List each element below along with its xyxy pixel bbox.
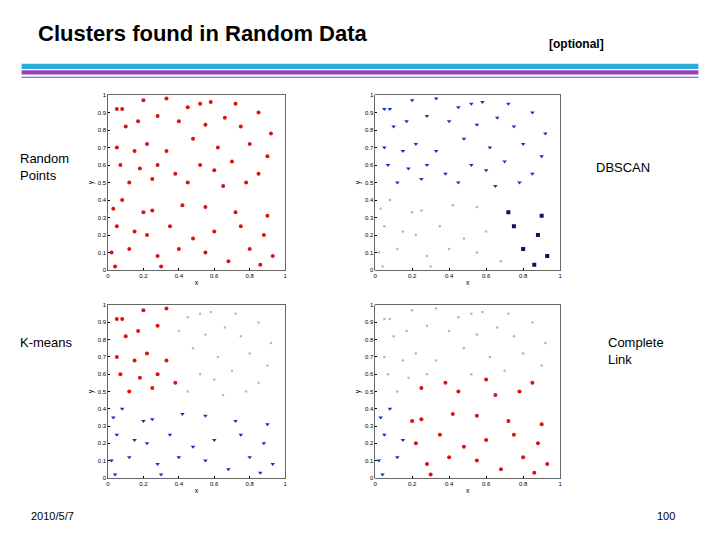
svg-text:0.1: 0.1 (98, 458, 107, 464)
svg-text:0: 0 (370, 267, 374, 273)
svg-text:1: 1 (103, 92, 107, 98)
svg-text:0.6: 0.6 (210, 273, 219, 279)
svg-text:[optional]: [optional] (549, 37, 604, 51)
svg-text:1: 1 (558, 273, 562, 279)
svg-text:0.8: 0.8 (98, 337, 107, 343)
svg-text:0.2: 0.2 (139, 481, 148, 487)
svg-text:RandomPoints: RandomPoints (20, 151, 69, 183)
svg-text:2010/5/7: 2010/5/7 (31, 510, 74, 522)
svg-text:0.3: 0.3 (365, 215, 374, 221)
svg-text:0.1: 0.1 (98, 250, 107, 256)
svg-text:0.2: 0.2 (365, 232, 374, 238)
svg-text:0: 0 (373, 273, 377, 279)
svg-text:1: 1 (103, 302, 107, 308)
svg-text:0.2: 0.2 (98, 232, 107, 238)
svg-text:0.6: 0.6 (210, 481, 219, 487)
svg-text:0.8: 0.8 (246, 273, 255, 279)
svg-text:0.4: 0.4 (98, 406, 107, 412)
svg-text:x: x (195, 487, 199, 494)
svg-text:0.4: 0.4 (445, 481, 454, 487)
svg-text:1: 1 (558, 481, 562, 487)
svg-text:0.6: 0.6 (98, 371, 107, 377)
svg-text:0: 0 (106, 273, 110, 279)
svg-text:0.8: 0.8 (365, 127, 374, 133)
svg-text:0.8: 0.8 (519, 481, 528, 487)
svg-text:0.5: 0.5 (98, 389, 107, 395)
svg-text:1: 1 (370, 302, 374, 308)
svg-text:0.5: 0.5 (365, 389, 374, 395)
svg-text:0.9: 0.9 (365, 319, 374, 325)
svg-text:0.4: 0.4 (445, 273, 454, 279)
svg-text:y: y (354, 180, 362, 184)
svg-text:0.6: 0.6 (365, 371, 374, 377)
svg-text:0.7: 0.7 (98, 354, 107, 360)
svg-text:0.4: 0.4 (365, 197, 374, 203)
svg-text:0.3: 0.3 (365, 423, 374, 429)
svg-text:0.6: 0.6 (482, 273, 491, 279)
svg-text:0.1: 0.1 (365, 250, 374, 256)
svg-text:0: 0 (106, 481, 110, 487)
svg-text:100: 100 (657, 510, 675, 522)
svg-text:0.2: 0.2 (408, 481, 417, 487)
svg-text:0.7: 0.7 (365, 354, 374, 360)
svg-text:y: y (87, 389, 95, 393)
svg-text:x: x (195, 279, 199, 286)
svg-text:0.3: 0.3 (98, 423, 107, 429)
svg-text:0.4: 0.4 (98, 197, 107, 203)
svg-text:0.7: 0.7 (365, 145, 374, 151)
svg-text:x: x (466, 279, 470, 286)
svg-text:1: 1 (370, 92, 374, 98)
svg-text:0.3: 0.3 (98, 215, 107, 221)
svg-text:0.9: 0.9 (365, 110, 374, 116)
svg-text:1: 1 (283, 273, 287, 279)
svg-text:K-means: K-means (20, 335, 73, 350)
svg-text:0.7: 0.7 (98, 145, 107, 151)
svg-text:0.2: 0.2 (408, 273, 417, 279)
svg-text:y: y (87, 180, 95, 184)
svg-text:0.4: 0.4 (175, 273, 184, 279)
svg-text:y: y (354, 389, 362, 393)
svg-text:0: 0 (370, 475, 374, 481)
svg-text:0.4: 0.4 (175, 481, 184, 487)
svg-text:0.8: 0.8 (98, 127, 107, 133)
svg-text:0.8: 0.8 (246, 481, 255, 487)
svg-text:0.2: 0.2 (139, 273, 148, 279)
svg-text:0.4: 0.4 (365, 406, 374, 412)
svg-text:0.6: 0.6 (482, 481, 491, 487)
svg-text:0: 0 (373, 481, 377, 487)
svg-text:0.1: 0.1 (365, 458, 374, 464)
svg-text:0.5: 0.5 (365, 180, 374, 186)
svg-text:0.6: 0.6 (365, 162, 374, 168)
svg-text:0.6: 0.6 (98, 162, 107, 168)
svg-text:0.8: 0.8 (365, 337, 374, 343)
svg-text:CompleteLink: CompleteLink (608, 335, 664, 367)
svg-text:Clusters found in Random Data: Clusters found in Random Data (38, 21, 368, 46)
svg-text:0: 0 (103, 267, 107, 273)
svg-text:x: x (466, 487, 470, 494)
svg-text:0: 0 (103, 475, 107, 481)
svg-text:0.9: 0.9 (98, 319, 107, 325)
svg-text:0.2: 0.2 (365, 440, 374, 446)
svg-text:DBSCAN: DBSCAN (596, 160, 650, 175)
svg-text:0.5: 0.5 (98, 180, 107, 186)
svg-text:0.9: 0.9 (98, 110, 107, 116)
svg-text:0.8: 0.8 (519, 273, 528, 279)
svg-text:1: 1 (283, 481, 287, 487)
svg-text:0.2: 0.2 (98, 440, 107, 446)
